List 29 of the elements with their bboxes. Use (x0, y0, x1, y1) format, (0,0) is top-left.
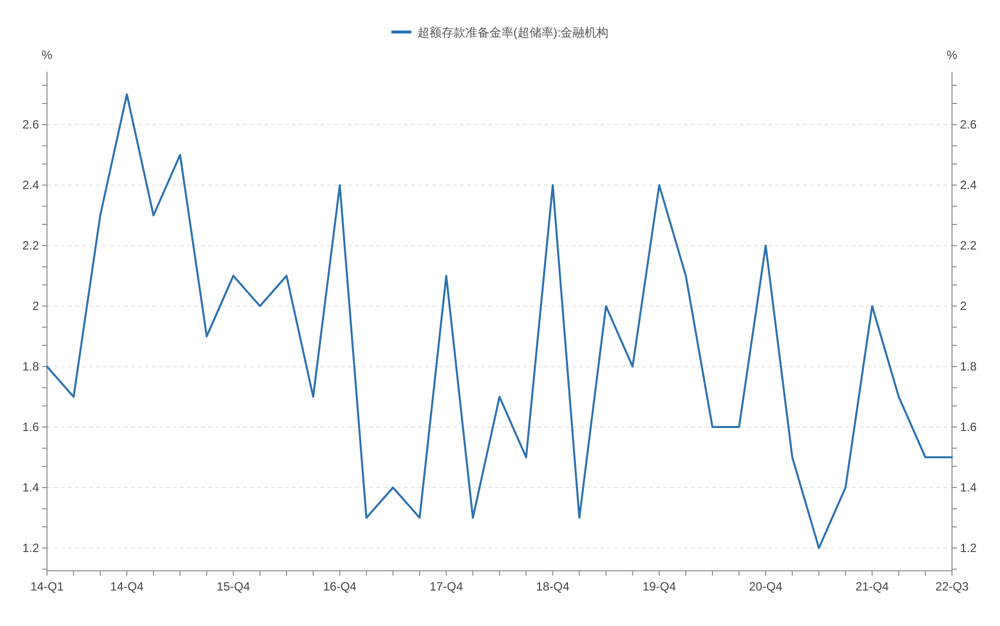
y-tick-label: 1.2 (22, 541, 40, 556)
y2-tick-label: 2.2 (960, 238, 978, 253)
x-tick-label: 16-Q4 (323, 580, 357, 594)
x-tick-label: 22-Q3 (935, 580, 969, 594)
y2-tick-label: 1.4 (960, 480, 978, 495)
y2-tick-label: 2.6 (960, 118, 978, 132)
x-tick-label: 14-Q4 (110, 580, 144, 594)
y2-tick-label: 1.2 (960, 541, 978, 556)
x-tick-label: 20-Q4 (748, 580, 783, 594)
y2-axis-title: % (946, 48, 958, 62)
x-tick-label: 14-Q1 (30, 580, 64, 594)
y2-tick-label: 2 (960, 299, 967, 314)
y-tick-label: 1.4 (22, 480, 40, 495)
y2-tick-label: 2.4 (960, 178, 978, 192)
y2-tick-label: 1.8 (960, 360, 978, 374)
y-tick-label: 1.6 (22, 420, 40, 434)
y-axis-title: % (42, 48, 53, 62)
x-tick-label: 15-Q4 (216, 580, 250, 594)
legend-item: 超额存款准备金率(超储率):金融机构 (391, 26, 609, 40)
x-tick-label: 18-Q4 (536, 580, 570, 594)
y-tick-label: 2 (32, 299, 40, 314)
x-tick-label: 21-Q4 (855, 580, 890, 594)
y-tick-label: 2.4 (22, 178, 40, 192)
y-tick-label: 2.2 (22, 238, 40, 253)
y-tick-label: 2.6 (22, 118, 40, 132)
y-tick-label: 1.8 (22, 360, 40, 374)
y2-tick-label: 1.6 (960, 420, 978, 434)
x-tick-label: 17-Q4 (430, 580, 464, 594)
x-tick-label: 19-Q4 (642, 580, 676, 594)
